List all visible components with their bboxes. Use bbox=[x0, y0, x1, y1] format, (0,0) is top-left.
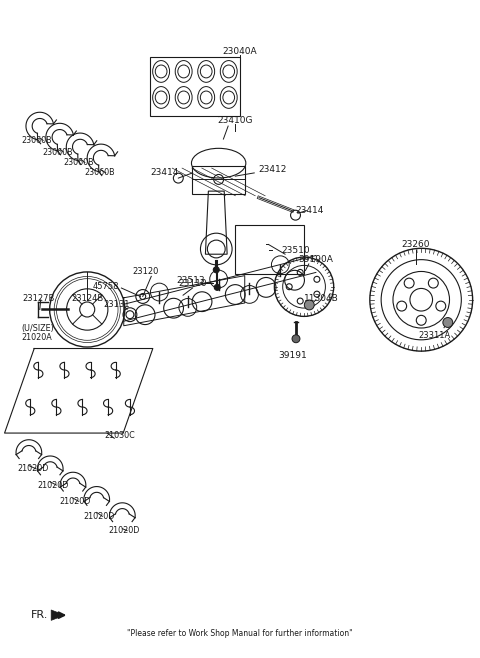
Bar bbox=[192, 166, 245, 194]
Text: 39190A: 39190A bbox=[299, 255, 333, 264]
Text: 39191: 39191 bbox=[278, 351, 307, 359]
Text: 23060B: 23060B bbox=[22, 136, 52, 145]
Text: "Please refer to Work Shop Manual for further information": "Please refer to Work Shop Manual for fu… bbox=[127, 629, 353, 638]
Text: 23513: 23513 bbox=[177, 276, 205, 286]
Text: 45758: 45758 bbox=[93, 282, 120, 291]
Text: 23131: 23131 bbox=[103, 301, 130, 309]
Text: 23260: 23260 bbox=[401, 240, 430, 249]
Text: 23060B: 23060B bbox=[84, 168, 115, 178]
Text: 21020D: 21020D bbox=[17, 465, 48, 473]
Text: 23040A: 23040A bbox=[223, 47, 257, 57]
Circle shape bbox=[304, 300, 314, 310]
Text: FR.: FR. bbox=[31, 610, 48, 620]
Circle shape bbox=[443, 318, 453, 328]
Text: 23060B: 23060B bbox=[42, 147, 73, 157]
Text: 23510: 23510 bbox=[281, 247, 310, 255]
Circle shape bbox=[213, 267, 219, 273]
Text: 11304B: 11304B bbox=[304, 294, 339, 303]
Text: 23124B: 23124B bbox=[72, 294, 104, 303]
Text: 21020A: 21020A bbox=[22, 333, 52, 342]
Text: 21020D: 21020D bbox=[37, 480, 69, 490]
Text: 23127B: 23127B bbox=[23, 294, 55, 303]
Polygon shape bbox=[51, 610, 64, 620]
Bar bbox=[150, 57, 240, 116]
Text: 23120: 23120 bbox=[132, 267, 158, 276]
Text: 21020D: 21020D bbox=[84, 512, 115, 521]
Bar bbox=[235, 225, 304, 274]
Text: 21030C: 21030C bbox=[105, 430, 135, 440]
Text: 23414: 23414 bbox=[296, 206, 324, 215]
Text: 23110: 23110 bbox=[178, 279, 207, 288]
Circle shape bbox=[292, 335, 300, 343]
Text: 23311A: 23311A bbox=[419, 331, 451, 340]
Text: (U/SIZE): (U/SIZE) bbox=[22, 324, 55, 334]
Text: 23414: 23414 bbox=[150, 168, 178, 178]
Text: 23410G: 23410G bbox=[217, 116, 253, 126]
Circle shape bbox=[214, 284, 220, 290]
Text: 23412: 23412 bbox=[258, 165, 287, 174]
Text: 23060B: 23060B bbox=[63, 158, 94, 167]
Text: 21020D: 21020D bbox=[108, 526, 140, 535]
Text: 21020D: 21020D bbox=[60, 497, 91, 506]
